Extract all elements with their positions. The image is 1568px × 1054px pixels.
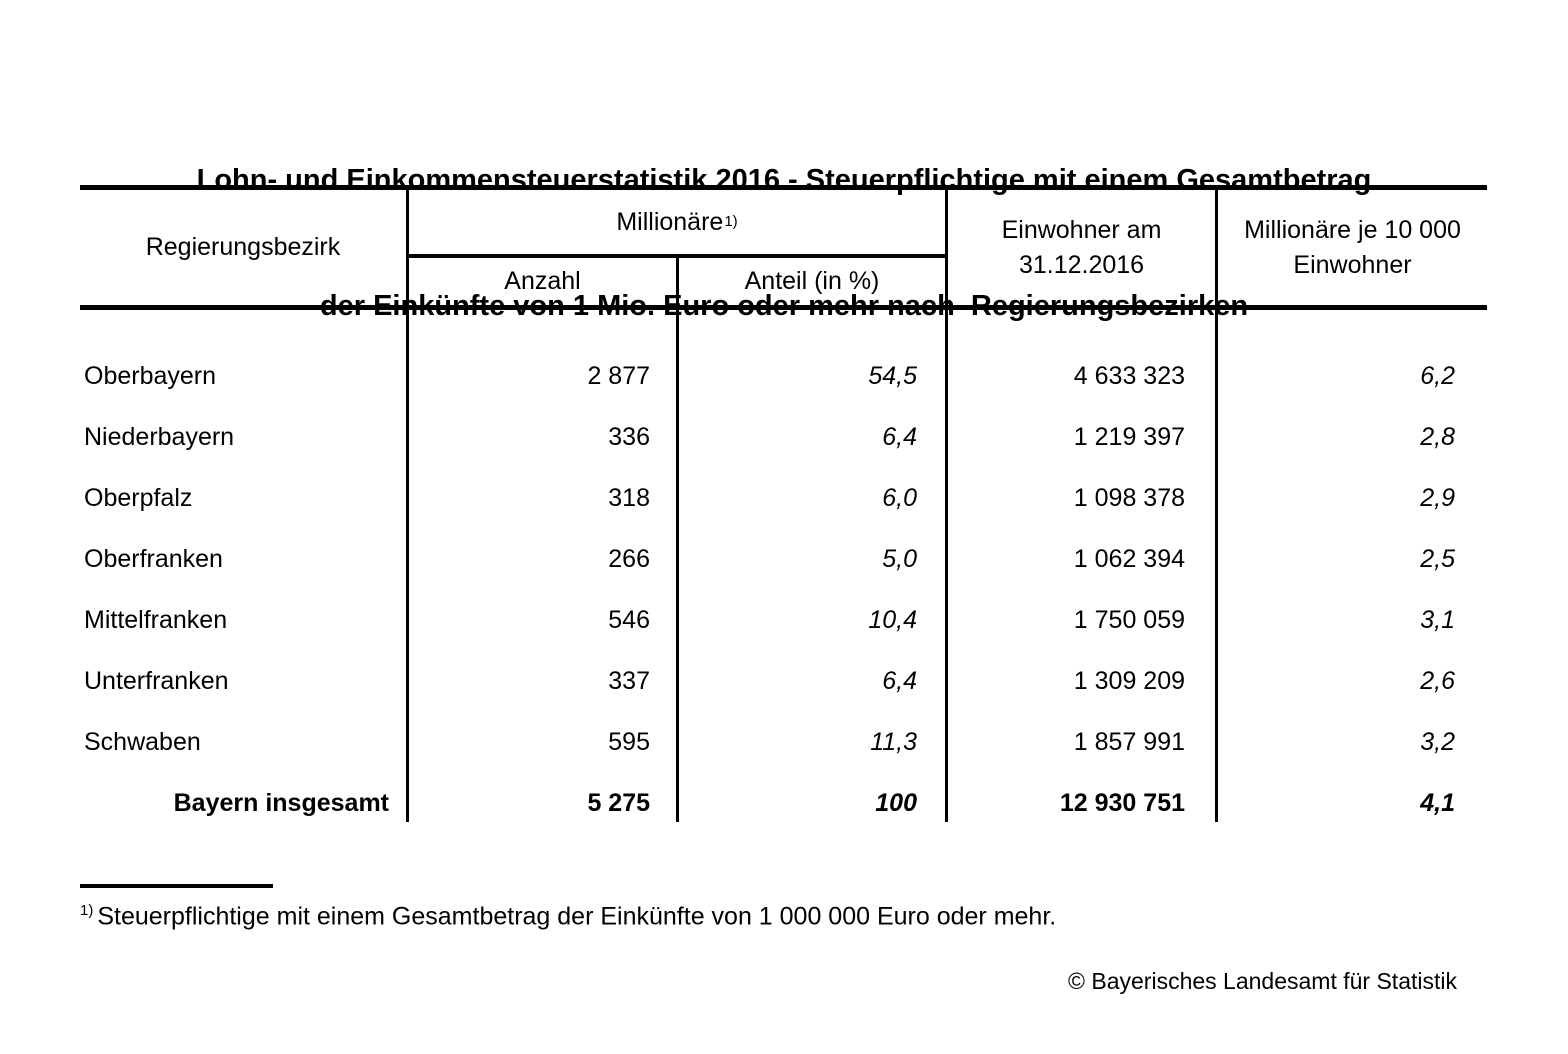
cell-je10000: 2,6 (1420, 667, 1455, 695)
row-label: Schwaben (84, 728, 201, 756)
cell-je10000: 2,8 (1420, 423, 1455, 451)
row-label: Oberpfalz (84, 484, 193, 512)
cell-je10000: 3,2 (1420, 728, 1455, 756)
row-label: Oberbayern (84, 362, 217, 390)
row-label: Unterfranken (84, 667, 229, 695)
cell-je10000: 2,5 (1420, 545, 1455, 573)
cell-anzahl: 318 (608, 484, 650, 512)
table-row-niederbayern: Niederbayern 336 6,4 1 219 397 2,8 (80, 407, 1487, 468)
header-regierungsbezirk: Regierungsbezirk (145, 233, 341, 261)
footnote: 1) Steuerpflichtige mit einem Gesamtbetra… (80, 896, 1056, 931)
row-label-total: Bayern insgesamt (173, 789, 389, 817)
cell-anzahl: 336 (608, 423, 650, 451)
cell-einwohner: 1 857 991 (1073, 728, 1185, 756)
row-label: Mittelfranken (84, 606, 228, 634)
cell-anteil: 10,4 (868, 606, 917, 634)
cell-anteil: 6,4 (882, 667, 917, 695)
cell-je10000: 3,1 (1420, 606, 1455, 634)
cell-je10000-total: 4,1 (1420, 789, 1455, 817)
copyright-notice: © Bayerisches Landesamt für Statistik (1068, 968, 1457, 994)
table-row-schwaben: Schwaben 595 11,3 1 857 991 3,2 (80, 712, 1487, 773)
table-row-mittelfranken: Mittelfranken 546 10,4 1 750 059 3,1 (80, 590, 1487, 651)
cell-anzahl-total: 5 275 (587, 789, 650, 817)
cell-anteil: 11,3 (870, 728, 917, 756)
cell-anzahl: 595 (608, 728, 650, 756)
cell-einwohner: 1 098 378 (1073, 484, 1185, 512)
column-divider-einwohner-je10000 (1215, 185, 1218, 822)
header-millionaere-je-einwohner: Millionäre je 10 000 Einwohner (1218, 190, 1487, 305)
header-millionaere: Millionäre 1) (616, 207, 738, 236)
cell-einwohner: 4 633 323 (1073, 362, 1185, 390)
table-top-border (80, 185, 1487, 190)
cell-einwohner: 1 309 209 (1073, 667, 1185, 695)
cell-anzahl: 337 (608, 667, 650, 695)
header-einwohner: Einwohner am 31.12.2016 (948, 190, 1215, 305)
cell-anzahl: 2 877 (587, 362, 650, 390)
table-header-bottom-border (80, 305, 1487, 310)
header-einwohner-line1: Einwohner am (1001, 215, 1162, 244)
cell-anteil: 5,0 (882, 545, 917, 573)
footnote-text: Steuerpflichtige mit einem Gesamtbetrag … (97, 902, 1057, 931)
table-row-oberfranken: Oberfranken 266 5,0 1 062 394 2,5 (80, 529, 1487, 590)
header-einwohner-line2: 31.12.2016 (1018, 250, 1145, 279)
table-row-oberbayern: Oberbayern 2 877 54,5 4 633 323 6,2 (80, 346, 1487, 407)
footnote-mark: 1) (80, 902, 94, 919)
column-divider-anzahl-anteil (676, 254, 679, 822)
cell-einwohner: 1 750 059 (1073, 606, 1185, 634)
row-label: Niederbayern (84, 423, 235, 451)
cell-anteil-total: 100 (875, 789, 917, 817)
cell-je10000: 2,9 (1420, 484, 1455, 512)
cell-anzahl: 546 (608, 606, 650, 634)
table-row-unterfranken: Unterfranken 337 6,4 1 309 209 2,6 (80, 651, 1487, 712)
header-millionaere-label: Millionäre (616, 207, 724, 236)
footnote-separator (80, 884, 273, 888)
cell-anteil: 6,0 (882, 484, 917, 512)
table-row-total-bayern: Bayern insgesamt 5 275 100 12 930 751 4,… (80, 773, 1487, 834)
cell-einwohner: 1 062 394 (1073, 545, 1185, 573)
page-title-line1: Lohn- und Einkommensteuerstatistik 2016 … (196, 164, 1372, 196)
header-millionaere-je-line1: Millionäre je 10 000 (1244, 215, 1461, 244)
header-millionaere-je-line2: Einwohner (1293, 250, 1412, 279)
header-anteil: Anteil (in %) (744, 267, 880, 295)
column-divider-anteil-einwohner (945, 185, 948, 822)
cell-anteil: 6,4 (882, 423, 917, 451)
cell-je10000: 6,2 (1420, 362, 1455, 390)
table-row-oberpfalz: Oberpfalz 318 6,0 1 098 378 2,9 (80, 468, 1487, 529)
cell-anteil: 54,5 (868, 362, 917, 390)
column-divider-regierungsbezirk (406, 185, 409, 822)
cell-anzahl: 266 (608, 545, 650, 573)
cell-einwohner-total: 12 930 751 (1059, 789, 1185, 817)
header-anzahl: Anzahl (504, 267, 581, 295)
row-label: Oberfranken (84, 545, 223, 573)
cell-einwohner: 1 219 397 (1073, 423, 1185, 451)
